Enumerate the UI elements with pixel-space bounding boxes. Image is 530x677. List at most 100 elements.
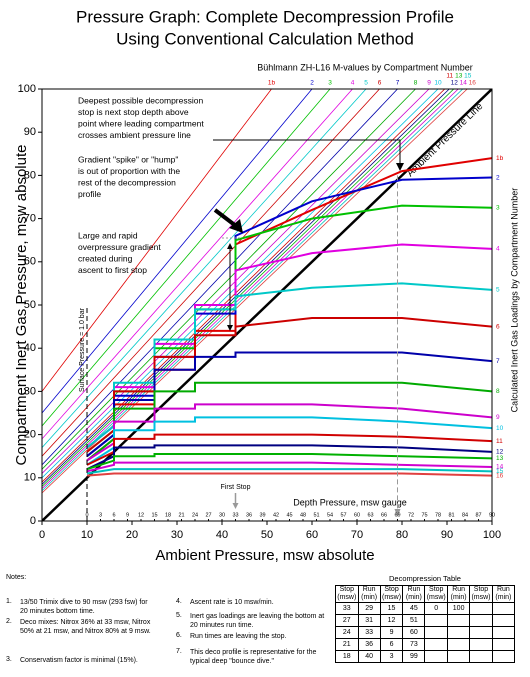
row: 18 40 3 99: [335, 650, 516, 663]
x2-tick-label: 33: [232, 512, 238, 518]
header-cell: Run (min): [491, 585, 516, 603]
empty-cell: [469, 638, 493, 651]
note-text: Ascent rate is 10 msw/min.: [190, 599, 274, 606]
y-tick-label: 0: [30, 515, 36, 527]
cell: 99: [402, 650, 426, 663]
x2-tick-label: 27: [205, 512, 211, 518]
m-value-label: 7: [396, 80, 400, 87]
m-value-label: 6: [378, 80, 382, 87]
m-value-line: [42, 89, 464, 492]
m-value-label: 12: [451, 80, 459, 87]
row: 33 29 15 45 0 100: [335, 602, 516, 615]
y-tick-label: 100: [18, 83, 36, 95]
cell: 12: [379, 614, 404, 627]
annotation: rest of the decompression: [78, 177, 176, 187]
deco-table: Decompression Table Stop (msw) Run (min) S…: [335, 574, 516, 663]
y-tick-label: 30: [24, 385, 36, 397]
compartment-label: 1b: [496, 155, 504, 162]
x-tick-label: 20: [126, 529, 138, 541]
m-value-line: [42, 89, 272, 392]
cell: 36: [357, 638, 381, 651]
title: Pressure Graph: Complete Decompression P…: [76, 7, 454, 26]
annotation: ascent to first stop: [78, 265, 147, 275]
x-tick-label: 90: [441, 529, 453, 541]
x2-tick-label: 48: [300, 512, 306, 518]
note-num: 4.: [176, 598, 182, 605]
x2-tick-label: 84: [462, 512, 468, 518]
m-value-label: 3: [328, 80, 332, 87]
table-title: Decompression Table: [389, 574, 461, 583]
cell: 0: [424, 602, 449, 615]
cell: 31: [357, 614, 381, 627]
row: 27 31 12 51: [335, 614, 516, 627]
table: Stop (msw) Run (min) Stop (msw) Run (min) St…: [335, 585, 516, 663]
row: 21 36 6 73: [335, 638, 516, 651]
note-num: 6.: [176, 632, 182, 639]
m-value-label: 14: [460, 80, 468, 87]
note-text: Deco mixes: Nitrox 36% at 33 msw, Nitrox…: [20, 619, 151, 635]
header-cell: Run (min): [357, 585, 381, 603]
x2-tick-label: 69: [394, 512, 400, 518]
crossing-arrow: [394, 509, 401, 517]
compartment-label: 9: [496, 414, 500, 421]
m-value-label: 1b: [268, 80, 276, 87]
x2-tick-label: 78: [435, 512, 441, 518]
empty-cell: [469, 614, 493, 627]
annotation: is out of proportion with the: [78, 166, 180, 176]
m-value-line: [42, 89, 380, 457]
x-tick-label: 60: [306, 529, 318, 541]
x2-tick-label: 51: [313, 512, 319, 518]
m-value-label: 4: [351, 80, 355, 87]
cell: 33: [357, 626, 381, 639]
x2-tick-label: 90: [489, 512, 495, 518]
cell: 3: [379, 650, 404, 663]
note-text: Inert gas loadings are leaving the botto…: [190, 613, 325, 629]
x2-tick-label: 0: [85, 512, 88, 518]
x-tick-label: 10: [81, 529, 93, 541]
m-value-line: [42, 89, 455, 487]
annotation: point where leading compartment: [78, 118, 204, 128]
empty-cell: [424, 614, 449, 627]
compartment-label: 12: [496, 449, 504, 456]
x-tick-label: 30: [171, 529, 183, 541]
x2-tick-label: 6: [112, 512, 115, 518]
x-tick-label: 40: [216, 529, 228, 541]
x2-tick-label: 36: [246, 512, 252, 518]
m-value-label: 13: [455, 73, 463, 80]
compartment-line: [86, 403, 492, 462]
y-tick-label: 50: [24, 299, 36, 311]
arrow-head: [232, 503, 239, 509]
compartment-label: 13: [496, 455, 504, 462]
annotation: stop is next stop depth above: [78, 107, 189, 117]
m-value-label: 16: [469, 80, 477, 87]
x2-tick-label: 30: [219, 512, 225, 518]
y-tick-label: 20: [24, 429, 36, 441]
x2-tick-label: 81: [448, 512, 454, 518]
x-tick-label: 80: [396, 529, 408, 541]
annotation: overpressure gradient: [78, 242, 161, 252]
note: 6. Run times are leaving the stop.: [176, 632, 325, 641]
x2-tick-label: 63: [367, 512, 373, 518]
x2-tick-label: 57: [340, 512, 346, 518]
empty-cell: [469, 650, 493, 663]
note-text: Conservatism factor is minimal (15%).: [20, 657, 138, 664]
x2-tick-label: 54: [327, 512, 333, 518]
cell: 6: [379, 638, 404, 651]
annotation: profile: [78, 189, 101, 199]
compartment-label: 16: [496, 472, 504, 479]
compartment-line: [86, 453, 492, 471]
empty-cell: [491, 602, 516, 615]
note: 3. Conservatism factor is minimal (15%).: [6, 656, 155, 665]
cell: 40: [357, 650, 381, 663]
header-cell: Stop (msw): [424, 585, 449, 603]
cell: 9: [379, 626, 404, 639]
cell: 18: [335, 650, 359, 663]
header-cell: Stop (msw): [379, 585, 404, 603]
arrow-head: [229, 219, 243, 233]
x2-tick-label: 3: [99, 512, 102, 518]
compartment-label: 8: [496, 388, 500, 395]
x2-tick-label: 45: [286, 512, 292, 518]
plot: [42, 89, 492, 521]
y-tick-label: 40: [24, 342, 36, 354]
y-tick-label: 60: [24, 256, 36, 268]
